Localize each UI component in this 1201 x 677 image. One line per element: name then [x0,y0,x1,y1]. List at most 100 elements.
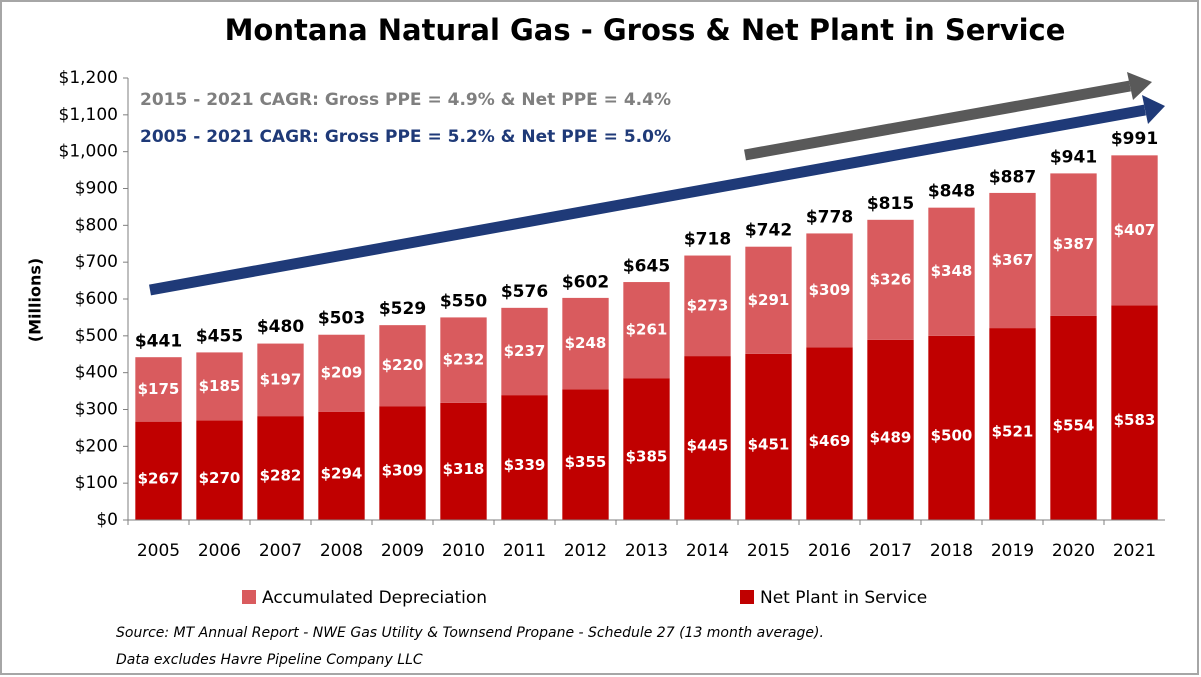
y-tick-label: $200 [75,436,118,456]
value-label: $318 [443,460,485,478]
x-tick-label: 2011 [503,541,546,561]
value-label: $445 [687,437,729,455]
y-tick-label: $400 [75,363,118,383]
y-tick-label: $500 [75,326,118,346]
value-label: $387 [1053,235,1095,253]
value-label: $282 [260,467,302,485]
total-label: $645 [623,256,670,276]
legend-label: Accumulated Depreciation [262,588,487,608]
value-label: $175 [138,380,180,398]
y-tick-label: $0 [96,510,118,530]
bar-segment [623,378,670,520]
y-tick-label: $1,200 [59,68,118,88]
bar-segment [257,343,304,417]
total-label: $550 [440,291,487,311]
bar-segment [745,246,792,354]
bar-segment [1050,315,1097,520]
bar-segment [989,192,1036,329]
source-note: Data excludes Havre Pipeline Company LLC [116,652,423,668]
annotation: 2015 - 2021 CAGR: Gross PPE = 4.9% & Net… [140,90,671,110]
bar-segment [379,325,426,407]
x-tick-label: 2014 [686,541,729,561]
total-label: $455 [196,326,243,346]
x-tick-label: 2010 [442,541,485,561]
value-label: $355 [565,453,607,471]
y-tick-label: $1,000 [59,142,118,162]
value-label: $367 [992,251,1034,269]
bar-segment [745,353,792,520]
total-label: $576 [501,282,548,302]
bar-segment [135,421,182,520]
bar-segment [928,207,975,336]
x-tick-label: 2008 [320,541,363,561]
value-label: $261 [626,321,668,339]
blue-arrow-head [1142,95,1165,124]
total-label: $480 [257,317,304,337]
x-tick-label: 2005 [137,541,180,561]
value-label: $309 [809,281,851,299]
value-label: $270 [199,469,241,487]
total-label: $742 [745,221,792,241]
value-label: $469 [809,432,851,450]
blue-arrow [149,104,1146,296]
value-label: $339 [504,456,546,474]
total-label: $718 [684,230,731,250]
total-label: $941 [1050,147,1097,167]
x-tick-label: 2015 [747,541,790,561]
value-label: $554 [1053,416,1095,434]
value-label: $294 [321,464,363,482]
trend-arrows [149,72,1165,296]
bar-segment [806,233,853,348]
value-label: $385 [626,448,668,466]
gray-arrow [744,80,1131,161]
bar-segment [806,347,853,520]
bar-segment [196,352,243,421]
bar-segment [1111,305,1158,520]
value-label: $273 [687,296,729,314]
value-label: $291 [748,291,790,309]
value-label: $232 [443,351,485,369]
legend-label: Net Plant in Service [760,588,927,608]
y-tick-label: $100 [75,473,118,493]
value-label: $583 [1114,411,1156,429]
bar-segment [318,411,365,520]
bar-segment [501,395,548,520]
value-label: $489 [870,428,912,446]
x-tick-label: 2006 [198,541,241,561]
x-tick-label: 2016 [808,541,851,561]
value-label: $326 [870,270,912,288]
bar-segment [501,307,548,396]
y-tick-label: $800 [75,215,118,235]
x-tick-label: 2009 [381,541,424,561]
y-tick-label: $700 [75,252,118,272]
bar-segment [1050,173,1097,316]
value-label: $309 [382,462,424,480]
value-label: $248 [565,334,607,352]
y-tick-label: $300 [75,400,118,420]
y-tick-label: $1,100 [59,105,118,125]
gray-arrow-head [1127,72,1152,100]
y-tick-label: $900 [75,179,118,199]
bar-segment [867,339,914,520]
bar-segment [684,356,731,520]
legend-swatch [740,590,754,604]
y-tick-label: $600 [75,289,118,309]
bar-segment [257,416,304,520]
value-label: $185 [199,377,241,395]
source-note: Source: MT Annual Report - NWE Gas Utili… [116,625,824,641]
chart-title: Montana Natural Gas - Gross & Net Plant … [225,13,1066,47]
value-label: $348 [931,262,973,280]
bar-segment [318,334,365,412]
value-label: $500 [931,426,973,444]
x-tick-label: 2020 [1052,541,1095,561]
bar-segment [440,317,487,403]
value-label: $237 [504,342,546,360]
bar-segment [196,420,243,520]
bar-segment [379,406,426,520]
value-label: $407 [1114,221,1156,239]
bar-segment [1111,155,1158,306]
total-label: $815 [867,194,914,214]
bar-segment [684,255,731,357]
